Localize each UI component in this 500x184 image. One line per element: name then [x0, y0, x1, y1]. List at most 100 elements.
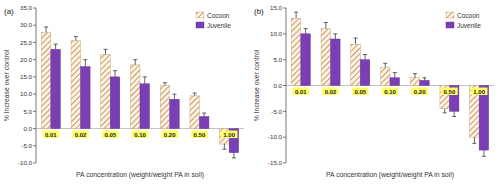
- x-tick-label: 1.00: [223, 132, 235, 138]
- bar: [170, 99, 180, 128]
- x-tick-label: 0.05: [104, 132, 116, 138]
- error-bar: [304, 29, 308, 34]
- error-bar: [422, 78, 426, 81]
- bar: [140, 84, 150, 129]
- error-stem: [305, 29, 306, 34]
- y-tick-label: 20.0: [20, 56, 33, 63]
- y-tick: [33, 25, 36, 26]
- y-tick-label: -5.0: [271, 108, 282, 115]
- error-bar: [333, 34, 337, 39]
- error-cap: [363, 54, 367, 55]
- category-label-bg: [132, 131, 149, 139]
- x-axis-title: PA concentration (weight/weight PA in so…: [76, 171, 204, 179]
- legend-swatch: [446, 12, 454, 18]
- error-cap: [443, 112, 447, 113]
- bar: [160, 86, 170, 129]
- y-tick-label: 25.0: [20, 39, 33, 46]
- error-stem: [474, 137, 475, 143]
- y-tick: [283, 163, 286, 164]
- error-bar: [413, 74, 417, 78]
- error-cap: [202, 113, 206, 114]
- bar: [51, 49, 61, 128]
- category-label-bg: [221, 131, 238, 139]
- y-tick-label: 10.0: [20, 90, 33, 97]
- bar: [331, 39, 341, 86]
- y-tick-label: -10.0: [18, 159, 33, 166]
- error-cap: [193, 93, 197, 94]
- x-tick-label: 0.50: [444, 89, 456, 95]
- error-stem: [174, 94, 175, 99]
- error-cap: [232, 157, 236, 158]
- category-label-bg: [471, 88, 488, 96]
- error-stem: [454, 111, 455, 116]
- y-tick-label: 0.0: [273, 82, 282, 89]
- legend: CocoonJuvenile: [446, 12, 481, 29]
- error-stem: [444, 109, 445, 113]
- y-tick-label: 15.0: [20, 73, 33, 80]
- error-stem: [144, 77, 145, 84]
- error-bar: [472, 137, 476, 143]
- error-bar: [74, 37, 78, 41]
- error-stem: [75, 37, 76, 41]
- error-cap: [83, 59, 87, 60]
- error-cap: [163, 82, 167, 83]
- bar: [101, 55, 111, 129]
- x-tick-label: 0.20: [164, 132, 176, 138]
- error-cap: [422, 77, 426, 78]
- error-bar: [443, 109, 447, 113]
- error-cap: [222, 149, 226, 150]
- y-tick-label: -15.0: [268, 159, 283, 166]
- y-tick-label: 35.0: [20, 4, 33, 11]
- y-tick: [283, 137, 286, 138]
- error-cap: [482, 156, 486, 157]
- bars: [286, 12, 494, 156]
- error-cap: [354, 37, 358, 38]
- panel: (b)-15.0-10.0-5.00.05.010.015.0% Increas…: [253, 4, 494, 179]
- bar: [479, 86, 489, 151]
- x-tick-label: 0.02: [325, 89, 337, 95]
- x-axis-title: PA concentration (weight/weight PA in so…: [326, 171, 454, 179]
- legend-swatch: [446, 22, 454, 28]
- error-cap: [383, 63, 387, 64]
- y-axis: [36, 8, 37, 163]
- category-label-bg: [322, 88, 339, 96]
- bar: [390, 78, 400, 86]
- y-tick-label: 30.0: [20, 21, 33, 28]
- y-tick: [33, 145, 36, 146]
- x-tick-label: 0.01: [295, 89, 307, 95]
- error-bar: [133, 60, 137, 65]
- error-bar: [54, 44, 58, 49]
- error-stem: [164, 83, 165, 86]
- y-tick: [283, 111, 286, 112]
- error-stem: [46, 27, 47, 32]
- y-tick-label: 0.0: [23, 125, 32, 132]
- legend: CocoonJuvenile: [196, 12, 231, 29]
- error-stem: [55, 44, 56, 49]
- error-stem: [414, 74, 415, 78]
- error-stem: [385, 63, 386, 67]
- y-tick-label: 5.0: [273, 56, 282, 63]
- x-tick-label: 0.20: [414, 89, 426, 95]
- x-tick-label: 1.00: [473, 89, 485, 95]
- error-bar: [363, 55, 367, 60]
- category-label-bg: [411, 88, 428, 96]
- error-stem: [325, 22, 326, 28]
- error-stem: [135, 60, 136, 65]
- error-stem: [204, 113, 205, 116]
- legend-label: Cocoon: [207, 12, 230, 19]
- bar: [199, 117, 209, 129]
- error-bar: [354, 38, 358, 44]
- x-tick-label: 0.05: [354, 89, 366, 95]
- x-tick-label: 0.10: [134, 132, 146, 138]
- error-cap: [44, 26, 48, 27]
- y-tick: [283, 8, 286, 9]
- error-cap: [143, 76, 147, 77]
- error-stem: [194, 93, 195, 96]
- error-cap: [172, 94, 176, 95]
- bar: [110, 77, 120, 129]
- y-tick-label: -5.0: [21, 142, 32, 149]
- bar: [41, 32, 51, 128]
- figure: (a)-10.0-5.00.05.010.015.020.025.030.035…: [0, 0, 500, 184]
- category-label-bg: [102, 131, 119, 139]
- y-tick: [33, 163, 36, 164]
